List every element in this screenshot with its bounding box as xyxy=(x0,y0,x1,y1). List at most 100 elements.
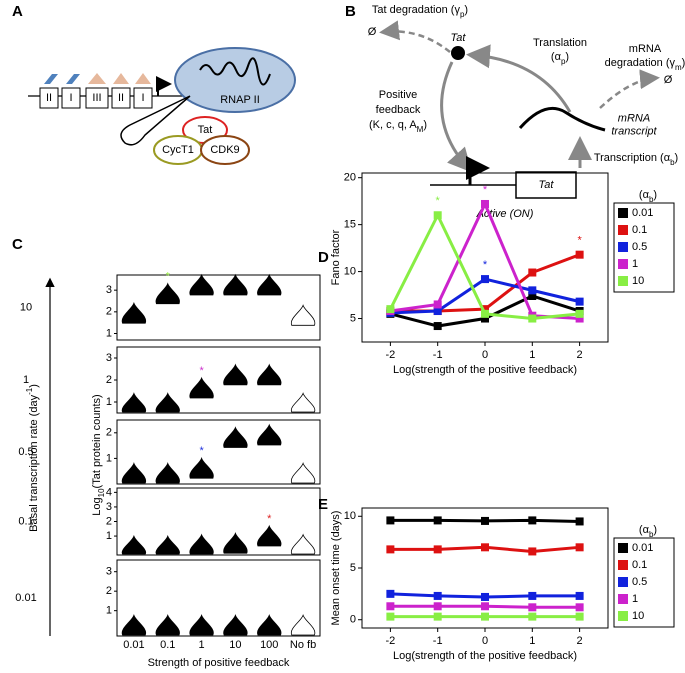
point xyxy=(528,547,537,556)
violin xyxy=(155,392,180,413)
violin xyxy=(223,273,248,296)
cyct1-label: CycT1 xyxy=(162,144,194,156)
y-tick-label: 5 xyxy=(350,562,356,574)
positive-feedback-label-part: ) xyxy=(423,119,427,131)
significance-marker: * xyxy=(577,235,582,247)
y-tick-label: 2 xyxy=(106,306,112,318)
violin xyxy=(121,462,147,484)
x-tick-label: 1 xyxy=(529,635,535,647)
violin xyxy=(257,423,282,446)
point xyxy=(433,545,442,554)
x-tick-label: 10 xyxy=(229,639,241,651)
subplot-frame xyxy=(116,487,321,556)
violin xyxy=(290,304,316,326)
point xyxy=(528,516,537,525)
point xyxy=(481,314,489,323)
point xyxy=(433,300,442,309)
exon-label: I xyxy=(69,92,72,104)
point xyxy=(386,516,395,525)
violin xyxy=(121,392,147,413)
positive-feedback-label-part: Positive xyxy=(379,89,418,101)
positive-feedback-label: feedback xyxy=(376,104,421,116)
legend-label: 0.5 xyxy=(632,576,647,588)
y-tick-label: 10 xyxy=(344,510,356,522)
translation-label: (αp) xyxy=(551,51,569,66)
point xyxy=(481,543,489,552)
row-label: 10 xyxy=(20,301,32,313)
y-tick-label: 1 xyxy=(106,452,112,464)
point xyxy=(528,314,537,323)
point xyxy=(481,199,489,208)
y-tick-label: 1 xyxy=(106,396,112,408)
panel-letter: A xyxy=(12,3,23,20)
translation-label-part: (α xyxy=(551,51,562,63)
subplot-frame xyxy=(116,346,321,414)
tat-degradation-label-sub: p xyxy=(460,10,465,19)
legend-title: (αb) xyxy=(639,524,657,539)
point xyxy=(575,612,584,621)
point xyxy=(481,309,489,318)
panel-b-diagram xyxy=(379,20,660,199)
outer-y-label-part: ) xyxy=(28,384,40,388)
significance-marker: * xyxy=(483,259,488,271)
translation-label-sub: p xyxy=(561,57,566,66)
y-tick-label: 5 xyxy=(350,312,356,324)
legend-title-sub: b xyxy=(649,195,654,204)
legend-label: 10 xyxy=(632,610,644,622)
violin xyxy=(155,282,180,305)
transcription-label: Transcription (αb) xyxy=(594,152,678,167)
mrna-degradation-label-sub: m xyxy=(675,63,682,72)
legend-swatch xyxy=(618,208,628,218)
point xyxy=(575,314,584,323)
translation-label: Translation xyxy=(533,37,587,49)
significance-marker: * xyxy=(483,184,488,196)
violin xyxy=(223,426,248,448)
point xyxy=(575,543,584,552)
x-tick-label: 100 xyxy=(260,639,278,651)
violin xyxy=(257,363,282,386)
legend-label: 0.01 xyxy=(632,542,653,554)
y-tick-label: 4 xyxy=(106,486,112,498)
point xyxy=(481,516,489,525)
positive-feedback-label: (K, c, q, AM) xyxy=(369,119,427,134)
x-tick-label: 1 xyxy=(529,349,535,361)
y-tick-label: 3 xyxy=(106,352,112,364)
point xyxy=(528,291,537,300)
mrna-degradation-label-part: ) xyxy=(682,57,685,69)
legend-swatch xyxy=(618,611,628,621)
point xyxy=(481,612,489,621)
y-axis-label: Log10(Tat protein counts) xyxy=(91,394,106,515)
violin xyxy=(155,534,180,555)
rnap-label: RNAP II xyxy=(220,94,260,106)
point xyxy=(575,250,584,259)
y-tick-label: 3 xyxy=(106,501,112,513)
y-tick-label: 1 xyxy=(106,530,112,542)
violin xyxy=(155,462,180,484)
tat-gene-label: Tat xyxy=(539,179,555,191)
y-axis-label-sub: 10 xyxy=(97,488,106,497)
y-tick-label: 2 xyxy=(106,427,112,439)
null-symbol: Ø xyxy=(664,74,673,86)
point xyxy=(528,612,537,621)
x-tick-label: -1 xyxy=(433,349,443,361)
legend-frame xyxy=(613,202,675,293)
legend-title-part: (α xyxy=(639,189,650,201)
transcription-label-part: ) xyxy=(675,152,679,164)
x-axis-label: Log(strength of the positive feedback) xyxy=(393,364,577,376)
violin xyxy=(257,613,282,636)
legend-title-part: (α xyxy=(639,524,650,536)
y-axis-label-part: (Tat protein counts) xyxy=(91,394,103,488)
point xyxy=(575,517,584,526)
row-label: 1 xyxy=(23,374,29,386)
violin xyxy=(223,613,248,636)
y-tick-label: 15 xyxy=(344,219,356,231)
violin xyxy=(290,613,316,636)
point xyxy=(528,268,537,277)
legend-swatch xyxy=(618,225,628,235)
cdk9-label: CDK9 xyxy=(210,144,239,156)
positive-feedback-label-part: (K, c, q, A xyxy=(369,119,417,131)
legend-swatch xyxy=(618,577,628,587)
significance-marker: * xyxy=(199,445,204,457)
violin xyxy=(223,532,248,554)
mrna-transcript-label: mRNA xyxy=(618,112,650,124)
